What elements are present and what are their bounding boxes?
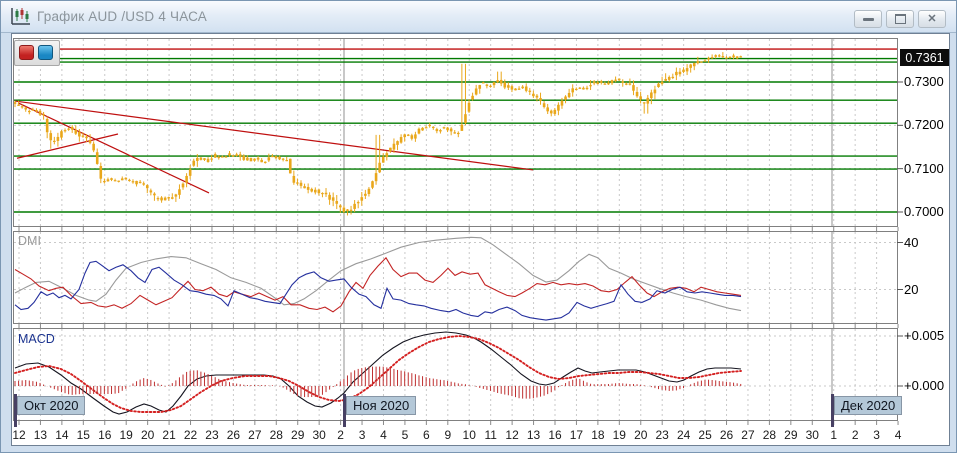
day-axis-label: 27: [248, 428, 262, 442]
month-label-ноя: Ноя 2020: [346, 396, 417, 415]
current-price-box: 0.7361: [900, 49, 949, 66]
day-axis-label: 22: [183, 428, 198, 442]
dmi-scale-label: 20: [904, 281, 919, 297]
day-axis-label: 10: [462, 428, 476, 442]
day-axis-label: 2: [851, 428, 859, 442]
day-axis-label: 24: [676, 428, 691, 442]
dmi-scale-label: 40: [904, 234, 919, 250]
day-axis-label: 2: [337, 428, 344, 442]
day-axis-label: 26: [719, 428, 734, 442]
day-axis-label: 23: [655, 428, 669, 442]
day-axis-label: 5: [401, 428, 409, 442]
blue-marker-button[interactable]: [38, 45, 53, 60]
day-axis-label: 12: [12, 428, 26, 442]
trendline: [17, 102, 210, 194]
day-axis-label: 23: [205, 428, 219, 442]
day-axis-label: 4: [894, 428, 902, 442]
day-axis-label: 3: [358, 428, 366, 442]
restore-button[interactable]: [886, 10, 914, 28]
window-title: График AUD /USD 4 ЧАСА: [37, 9, 207, 24]
day-axis-label: 1: [830, 428, 838, 442]
day-axis-label: 4: [380, 428, 387, 442]
day-axis-label: 9: [444, 428, 452, 442]
minimize-icon: [862, 17, 874, 21]
chart-client-area: DMI MACD 0.7361 0.7300 0.7200 0.7100 0.7000…: [11, 33, 950, 446]
day-axis-label: 13: [33, 428, 48, 442]
day-axis-label: 19: [612, 428, 626, 442]
horizontal-levels: [14, 48, 897, 213]
macd-panel: [14, 331, 897, 415]
day-axis-label: 30: [312, 428, 326, 442]
red-marker-button[interactable]: [19, 45, 34, 60]
price-scale-label: 0.7300: [904, 74, 944, 89]
day-axis-label: 17: [569, 428, 584, 442]
day-axis-label: 3: [873, 428, 880, 442]
month-label-дек: Дек 2020: [834, 396, 903, 415]
chart-toolbar: [14, 40, 60, 66]
trendline: [16, 133, 119, 159]
day-axis-label: 25: [698, 428, 712, 442]
day-axis-label: 11: [484, 428, 497, 442]
candlestick-series: [14, 52, 743, 216]
day-axis-label: 6: [423, 428, 430, 442]
day-axis-label: 14: [55, 428, 69, 442]
day-axis-label: 29: [291, 428, 305, 442]
day-axis-label: 28: [269, 428, 283, 442]
day-axis-label: 18: [591, 428, 605, 442]
day-axis-label: 27: [741, 428, 755, 442]
day-axis-label: 16: [98, 428, 112, 442]
price-scale-label: 0.7100: [904, 160, 944, 176]
chart-canvas[interactable]: [13, 38, 949, 428]
macd-histogram: [14, 366, 742, 399]
day-axis-label: 16: [548, 428, 562, 442]
dmi-indicator-label: DMI: [18, 234, 41, 248]
candlestick-chart-icon: [10, 7, 32, 26]
main-grid: [18, 39, 878, 226]
close-icon: ✕: [927, 12, 937, 25]
close-button[interactable]: ✕: [918, 10, 946, 28]
day-axis-label: 26: [226, 428, 241, 442]
price-scale-label: 0.7200: [904, 117, 944, 133]
day-axis-label: 20: [140, 428, 155, 442]
dmi-panel: [14, 236, 897, 321]
day-axis-label: 15: [76, 428, 90, 442]
minimize-button[interactable]: [854, 10, 882, 28]
trendline: [14, 100, 534, 171]
day-axis-label: 19: [119, 428, 133, 442]
month-start-marker: [831, 395, 834, 426]
titlebar[interactable]: График AUD /USD 4 ЧАСА ✕: [1, 1, 956, 33]
day-axis-label: 30: [805, 428, 819, 442]
price-scale-label: 0.7000: [904, 203, 944, 219]
day-axis-label: 20: [634, 428, 648, 442]
dmi-grid: [18, 232, 878, 323]
day-axis-label: 12: [505, 428, 519, 442]
restore-icon: [894, 14, 906, 24]
macd-indicator-label: MACD: [18, 332, 55, 346]
macd-scale-label: +0.005: [904, 328, 945, 343]
day-axis-label: 13: [526, 428, 541, 442]
month-label-окт: Окт 2020: [17, 396, 86, 415]
day-axis-label: 29: [784, 428, 798, 442]
day-axis-label: 21: [162, 428, 176, 442]
month-start-marker: [343, 395, 346, 426]
macd-scale-label: +0.000: [904, 378, 945, 393]
day-axis-label: 28: [762, 428, 777, 442]
month-start-marker: [14, 395, 17, 426]
